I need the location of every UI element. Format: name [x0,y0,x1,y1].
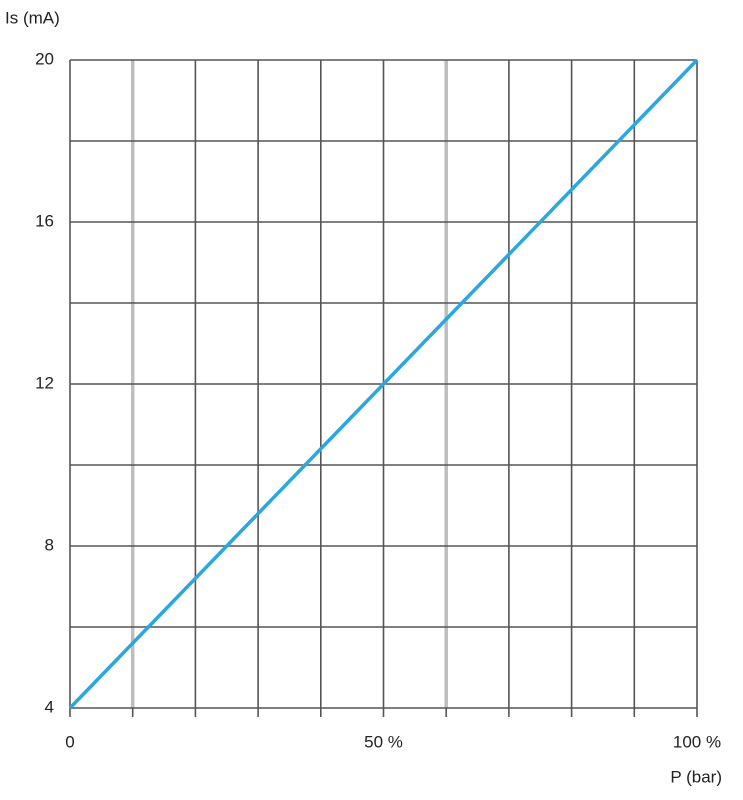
x-tick-label: 50 % [364,732,403,751]
y-axis-label: Is (mA) [5,8,60,27]
y-tick-label: 16 [35,211,54,230]
y-tick-label: 4 [45,697,54,716]
x-axis-label: P (bar) [670,767,722,786]
data-line [68,58,699,710]
y-tick-label: 20 [35,49,54,68]
x-tick-label: 0 [65,732,74,751]
x-tick-label: 100 % [673,732,721,751]
y-tick-label: 12 [35,373,54,392]
y-tick-label: 8 [45,535,54,554]
